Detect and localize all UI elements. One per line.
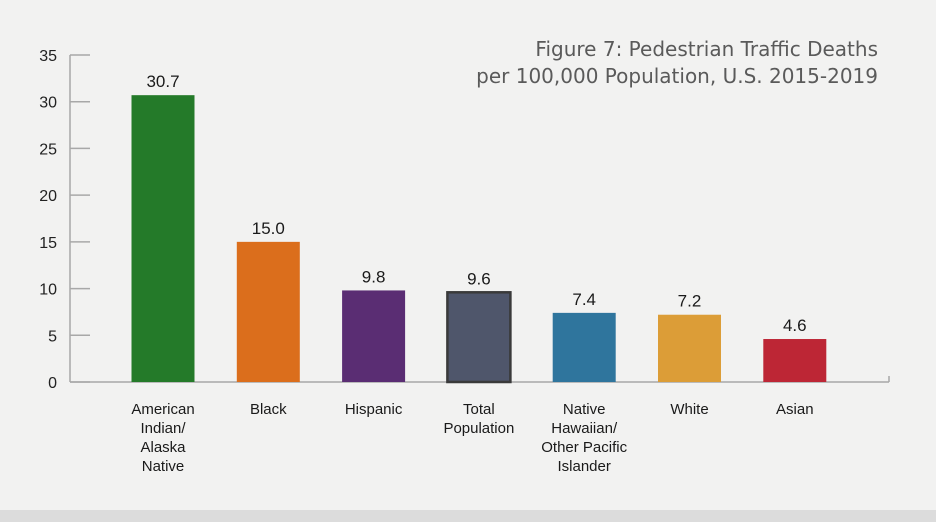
y-tick-label: 25	[39, 141, 57, 158]
bar	[236, 241, 300, 382]
x-tick-label: Native Hawaiian/Other Pacific Islander	[541, 401, 627, 475]
bar	[658, 314, 721, 382]
chart-title-line-1: Figure 7: Pedestrian Traffic Deaths	[535, 37, 878, 61]
x-tick-label: Total Population	[443, 401, 514, 437]
x-tick-label: White	[670, 401, 708, 418]
y-tick-label: 10	[39, 282, 57, 299]
bar	[131, 95, 195, 382]
bar	[763, 339, 827, 382]
chart-title-line-2: per 100,000 Population, U.S. 2015-2019	[476, 64, 878, 88]
y-tick-label: 5	[48, 328, 57, 345]
x-tick-label: American Indian/Alaska Native	[131, 401, 194, 475]
y-tick-label: 35	[39, 48, 57, 65]
data-label: 7.2	[678, 292, 702, 311]
bottom-band	[0, 510, 936, 522]
bar	[446, 291, 512, 384]
data-label: 7.4	[572, 290, 596, 309]
y-tick-label: 30	[39, 95, 57, 112]
data-label: 15.0	[252, 219, 285, 238]
data-label: 9.8	[362, 267, 386, 286]
y-tick-label: 20	[39, 188, 57, 205]
chart-title: Figure 7: Pedestrian Traffic Deaths per …	[476, 36, 878, 90]
bar	[552, 312, 616, 382]
y-tick-label: 15	[39, 235, 57, 252]
data-label: 4.6	[783, 316, 807, 335]
y-tick-label: 0	[48, 375, 57, 392]
x-tick-label: Black	[250, 401, 287, 418]
data-label: 9.6	[467, 269, 491, 288]
x-tick-label: Asian	[776, 401, 814, 418]
bar	[342, 290, 406, 382]
data-label: 30.7	[146, 72, 179, 91]
x-tick-label: Hispanic	[345, 401, 403, 418]
